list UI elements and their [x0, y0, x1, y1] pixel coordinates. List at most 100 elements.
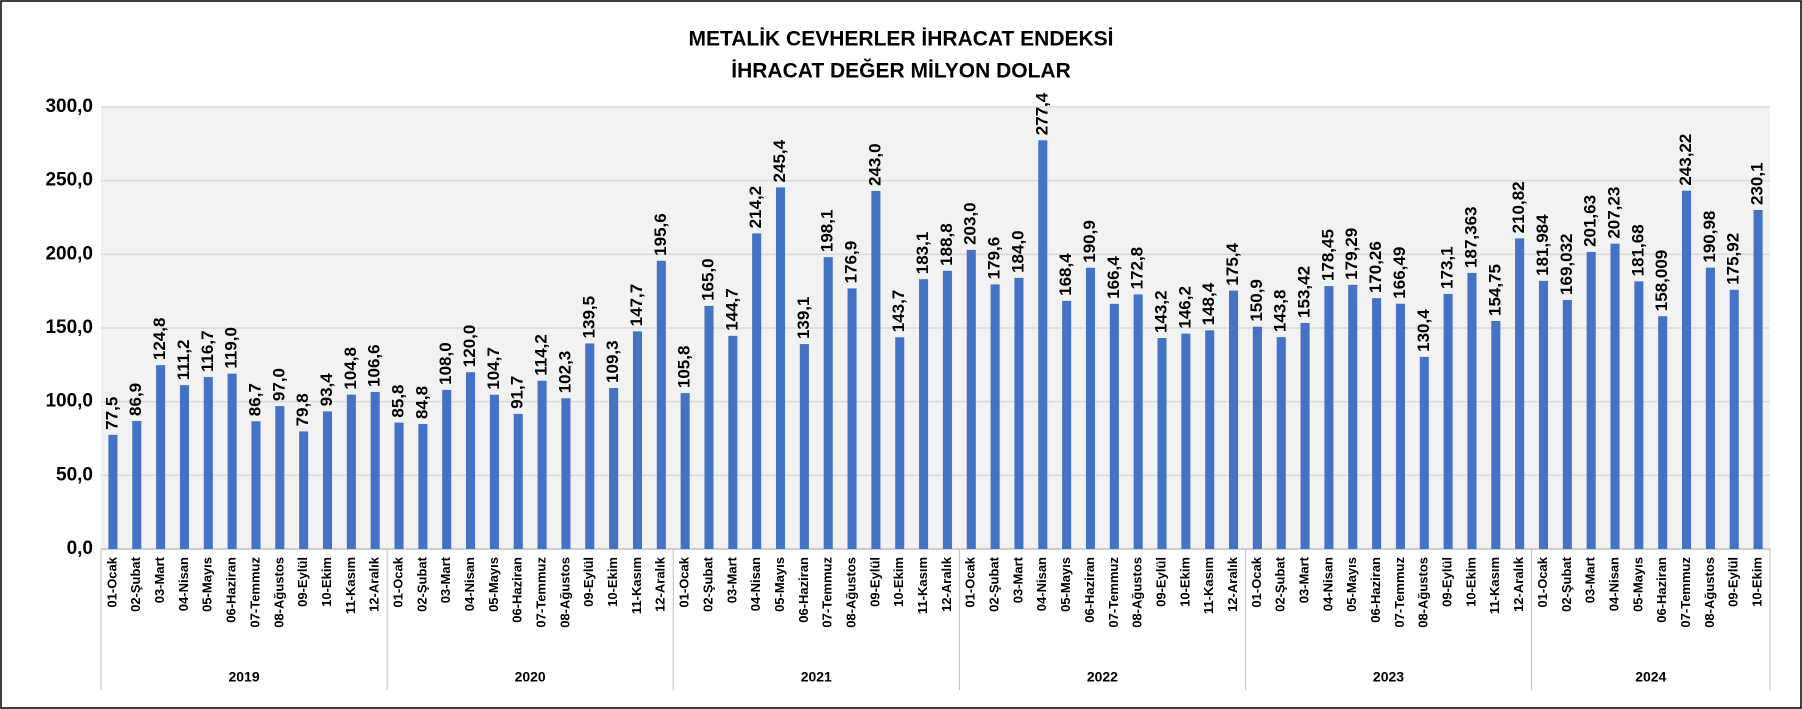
x-tick-label: 08-Ağustos — [1416, 557, 1431, 628]
bar — [1753, 209, 1763, 549]
bar — [799, 344, 809, 549]
bar — [919, 279, 929, 549]
x-tick-label: 03-Mart — [152, 556, 167, 603]
bar — [1395, 303, 1405, 549]
bar — [1062, 300, 1072, 549]
value-label: 188,8 — [937, 223, 956, 266]
bar — [1276, 337, 1286, 549]
bar — [1252, 326, 1262, 549]
chart-title: METALİK CEVHERLER İHRACAT ENDEKSİ — [688, 28, 1113, 51]
value-label: 165,0 — [698, 258, 717, 301]
value-label: 243,0 — [865, 143, 884, 186]
value-label: 175,92 — [1724, 233, 1743, 285]
x-tick-label: 07-Temmuz — [820, 557, 835, 628]
value-label: 109,3 — [603, 340, 622, 383]
y-tick-label: 100,0 — [45, 391, 93, 412]
x-tick-label: 09-Eylül — [1440, 557, 1455, 607]
value-label: 143,7 — [889, 290, 908, 333]
x-tick-label: 09-Eylül — [867, 557, 882, 607]
x-tick-label: 05-Mayıs — [1630, 557, 1645, 612]
value-label: 143,8 — [1271, 290, 1290, 333]
x-tick-label: 04-Nisan — [1606, 557, 1621, 611]
value-label: 97,0 — [269, 368, 288, 401]
bar — [346, 394, 356, 549]
bar — [394, 422, 404, 549]
value-label: 195,6 — [651, 213, 670, 256]
bar — [1109, 303, 1119, 549]
value-label: 116,7 — [198, 330, 217, 372]
value-label: 172,8 — [1128, 247, 1147, 290]
value-label: 245,4 — [770, 139, 789, 182]
x-tick-label: 08-Ağustos — [1130, 557, 1145, 628]
x-tick-label: 03-Mart — [438, 556, 453, 603]
group-label: 2019 — [228, 669, 259, 685]
x-tick-label: 12-Aralık — [1225, 556, 1240, 612]
x-tick-label: 10-Ekim — [1463, 557, 1478, 607]
bar — [1705, 267, 1715, 549]
x-tick-label: 10-Ekim — [319, 557, 334, 607]
bar — [1634, 281, 1644, 549]
bar — [227, 373, 237, 549]
x-tick-label: 09-Eylül — [1726, 557, 1741, 607]
x-tick-label: 12-Aralık — [939, 556, 954, 612]
value-label: 154,75 — [1485, 264, 1504, 316]
x-tick-label: 07-Temmuz — [1392, 557, 1407, 628]
bar — [656, 260, 666, 549]
chart-subtitle: İHRACAT DEĞER MİLYON DOLAR — [731, 59, 1071, 83]
value-label: 207,23 — [1605, 187, 1624, 239]
x-tick-label: 02-Şubat — [128, 556, 143, 612]
value-label: 144,7 — [722, 288, 741, 331]
bar — [156, 365, 166, 549]
bar — [1610, 243, 1620, 549]
bar — [1133, 294, 1143, 549]
y-tick-label: 150,0 — [45, 317, 93, 338]
x-tick-label: 03-Mart — [1297, 556, 1312, 603]
x-tick-label: 04-Nisan — [1034, 557, 1049, 611]
x-tick-label: 11-Kasım — [915, 557, 930, 614]
value-label: 111,2 — [174, 339, 193, 380]
value-label: 143,2 — [1151, 290, 1170, 333]
x-tick-label: 05-Mayıs — [486, 557, 501, 612]
value-label: 201,63 — [1581, 195, 1600, 247]
x-tick-label: 04-Nisan — [462, 557, 477, 611]
x-tick-label: 12-Aralık — [1511, 556, 1526, 612]
x-tick-label: 06-Haziran — [796, 557, 811, 623]
bar — [728, 335, 738, 549]
x-tick-label: 10-Ekim — [605, 557, 620, 607]
x-tick-label: 06-Haziran — [1082, 557, 1097, 623]
value-label: 124,8 — [150, 318, 169, 361]
value-label: 166,4 — [1104, 256, 1123, 299]
bar — [537, 380, 547, 549]
value-label: 84,8 — [412, 386, 431, 419]
bar — [942, 270, 952, 549]
x-tick-label: 05-Mayıs — [1344, 557, 1359, 612]
bar — [609, 387, 619, 549]
bar — [1348, 284, 1358, 549]
x-tick-label: 01-Ocak — [390, 556, 405, 607]
x-tick-label: 04-Nisan — [1320, 557, 1335, 611]
x-tick-label: 03-Mart — [724, 556, 739, 603]
x-tick-label: 01-Ocak — [677, 556, 692, 607]
value-label: 91,7 — [508, 376, 527, 409]
x-tick-label: 02-Şubat — [414, 556, 429, 612]
x-tick-label: 08-Ağustos — [1702, 557, 1717, 628]
y-tick-label: 250,0 — [45, 170, 93, 191]
value-label: 108,0 — [436, 342, 455, 385]
x-tick-label: 01-Ocak — [963, 556, 978, 607]
bar — [1324, 286, 1334, 549]
value-label: 190,9 — [1080, 220, 1099, 263]
value-label: 183,1 — [913, 232, 932, 275]
value-label: 85,8 — [389, 384, 408, 417]
value-label: 114,2 — [532, 334, 551, 376]
bar — [680, 393, 690, 549]
bar — [1538, 280, 1549, 549]
value-label: 130,4 — [1414, 309, 1433, 352]
bar — [1372, 298, 1382, 549]
bar — [1443, 293, 1453, 549]
bar — [418, 424, 428, 549]
bar — [1562, 299, 1572, 549]
bar — [322, 411, 333, 549]
bar — [1157, 338, 1167, 549]
x-tick-label: 08-Ağustos — [271, 557, 286, 628]
